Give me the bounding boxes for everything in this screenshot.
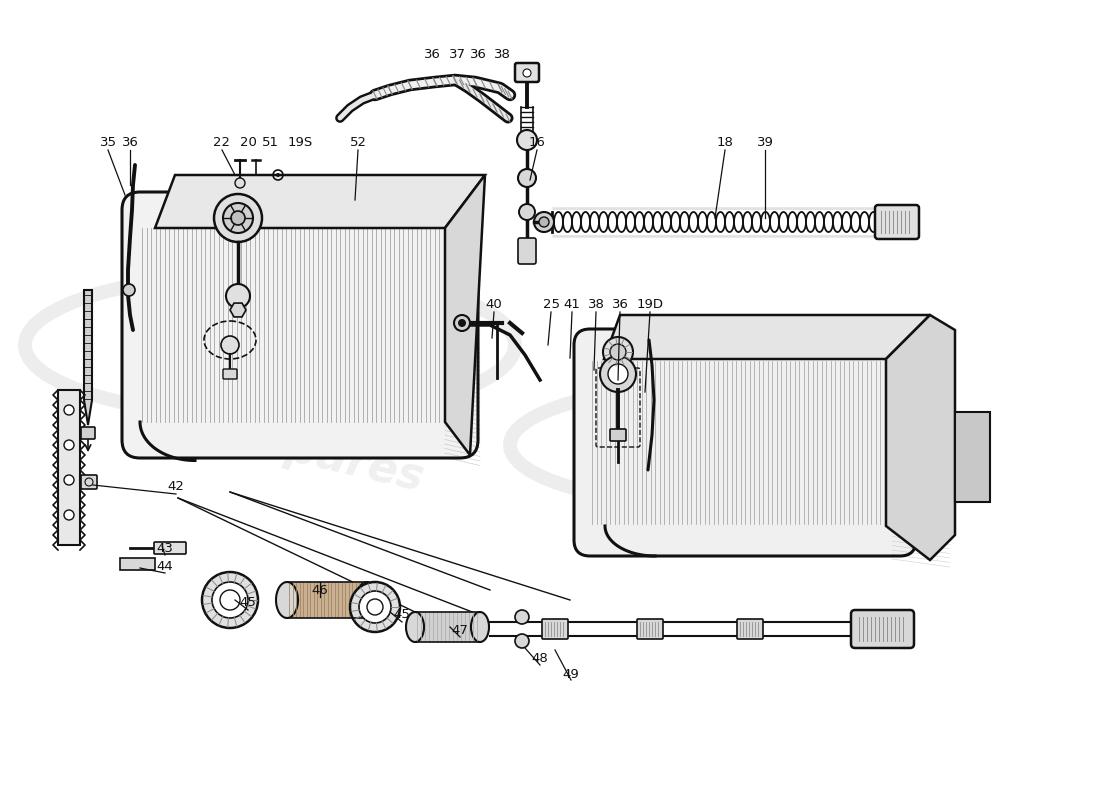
Circle shape [534,212,554,232]
Polygon shape [604,315,930,359]
Circle shape [458,319,466,327]
Ellipse shape [356,582,378,618]
Polygon shape [886,315,955,560]
Circle shape [64,510,74,520]
Circle shape [515,634,529,648]
Circle shape [64,440,74,450]
Polygon shape [155,175,485,228]
Text: 45: 45 [240,597,256,610]
Circle shape [212,582,248,618]
Text: 52: 52 [350,135,366,149]
Text: 20: 20 [240,135,256,149]
Text: 38: 38 [494,49,510,62]
Circle shape [226,284,250,308]
Text: 39: 39 [757,135,773,149]
FancyBboxPatch shape [874,205,918,239]
Text: 19S: 19S [287,135,312,149]
Text: eurospares: eurospares [646,306,894,398]
Text: 35: 35 [99,135,117,149]
Text: 42: 42 [167,481,185,494]
Text: eurospares: eurospares [144,395,428,501]
Text: 46: 46 [311,583,329,597]
Text: 16: 16 [529,135,546,149]
Text: 36: 36 [470,49,486,62]
Circle shape [517,130,537,150]
Polygon shape [955,412,990,502]
Circle shape [539,217,549,227]
FancyBboxPatch shape [610,429,626,441]
Circle shape [359,591,390,623]
Text: 25: 25 [542,298,560,311]
Text: 36: 36 [122,135,139,149]
Text: 45: 45 [394,609,410,622]
Circle shape [231,211,245,225]
Circle shape [123,284,135,296]
Text: 18: 18 [716,135,734,149]
Circle shape [64,405,74,415]
Circle shape [223,203,253,233]
Text: 51: 51 [262,135,278,149]
FancyBboxPatch shape [223,369,236,379]
Text: 22: 22 [213,135,231,149]
FancyBboxPatch shape [542,619,568,639]
Circle shape [454,315,470,331]
FancyBboxPatch shape [637,619,663,639]
FancyBboxPatch shape [518,238,536,264]
Text: 48: 48 [531,651,549,665]
Ellipse shape [406,612,424,642]
Polygon shape [230,303,246,317]
Text: 40: 40 [485,298,503,311]
Text: 47: 47 [452,623,469,637]
Circle shape [610,344,626,360]
Text: 41: 41 [563,298,581,311]
Polygon shape [84,290,92,425]
Circle shape [202,572,258,628]
FancyBboxPatch shape [81,427,95,439]
Text: 37: 37 [449,49,465,62]
Circle shape [221,336,239,354]
Circle shape [235,178,245,188]
FancyBboxPatch shape [515,63,539,82]
FancyBboxPatch shape [122,192,479,458]
Circle shape [519,204,535,220]
Circle shape [214,194,262,242]
Text: 36: 36 [612,298,628,311]
Text: 36: 36 [424,49,440,62]
Circle shape [350,582,400,632]
Circle shape [522,69,531,77]
Text: 19D: 19D [637,298,663,311]
Polygon shape [415,612,480,642]
Text: 38: 38 [587,298,604,311]
Text: 49: 49 [562,667,580,681]
Ellipse shape [276,582,298,618]
Circle shape [276,173,280,177]
FancyBboxPatch shape [81,475,97,489]
FancyBboxPatch shape [154,542,186,554]
FancyBboxPatch shape [851,610,914,648]
Ellipse shape [471,612,490,642]
Circle shape [603,337,632,367]
Circle shape [600,356,636,392]
Circle shape [608,364,628,384]
Text: 44: 44 [156,559,174,573]
FancyBboxPatch shape [574,329,916,556]
Text: 43: 43 [156,542,174,554]
Circle shape [64,475,74,485]
Circle shape [515,610,529,624]
Polygon shape [120,558,155,570]
Polygon shape [287,582,367,618]
Polygon shape [446,175,485,455]
Circle shape [518,169,536,187]
FancyBboxPatch shape [737,619,763,639]
Polygon shape [58,390,80,545]
